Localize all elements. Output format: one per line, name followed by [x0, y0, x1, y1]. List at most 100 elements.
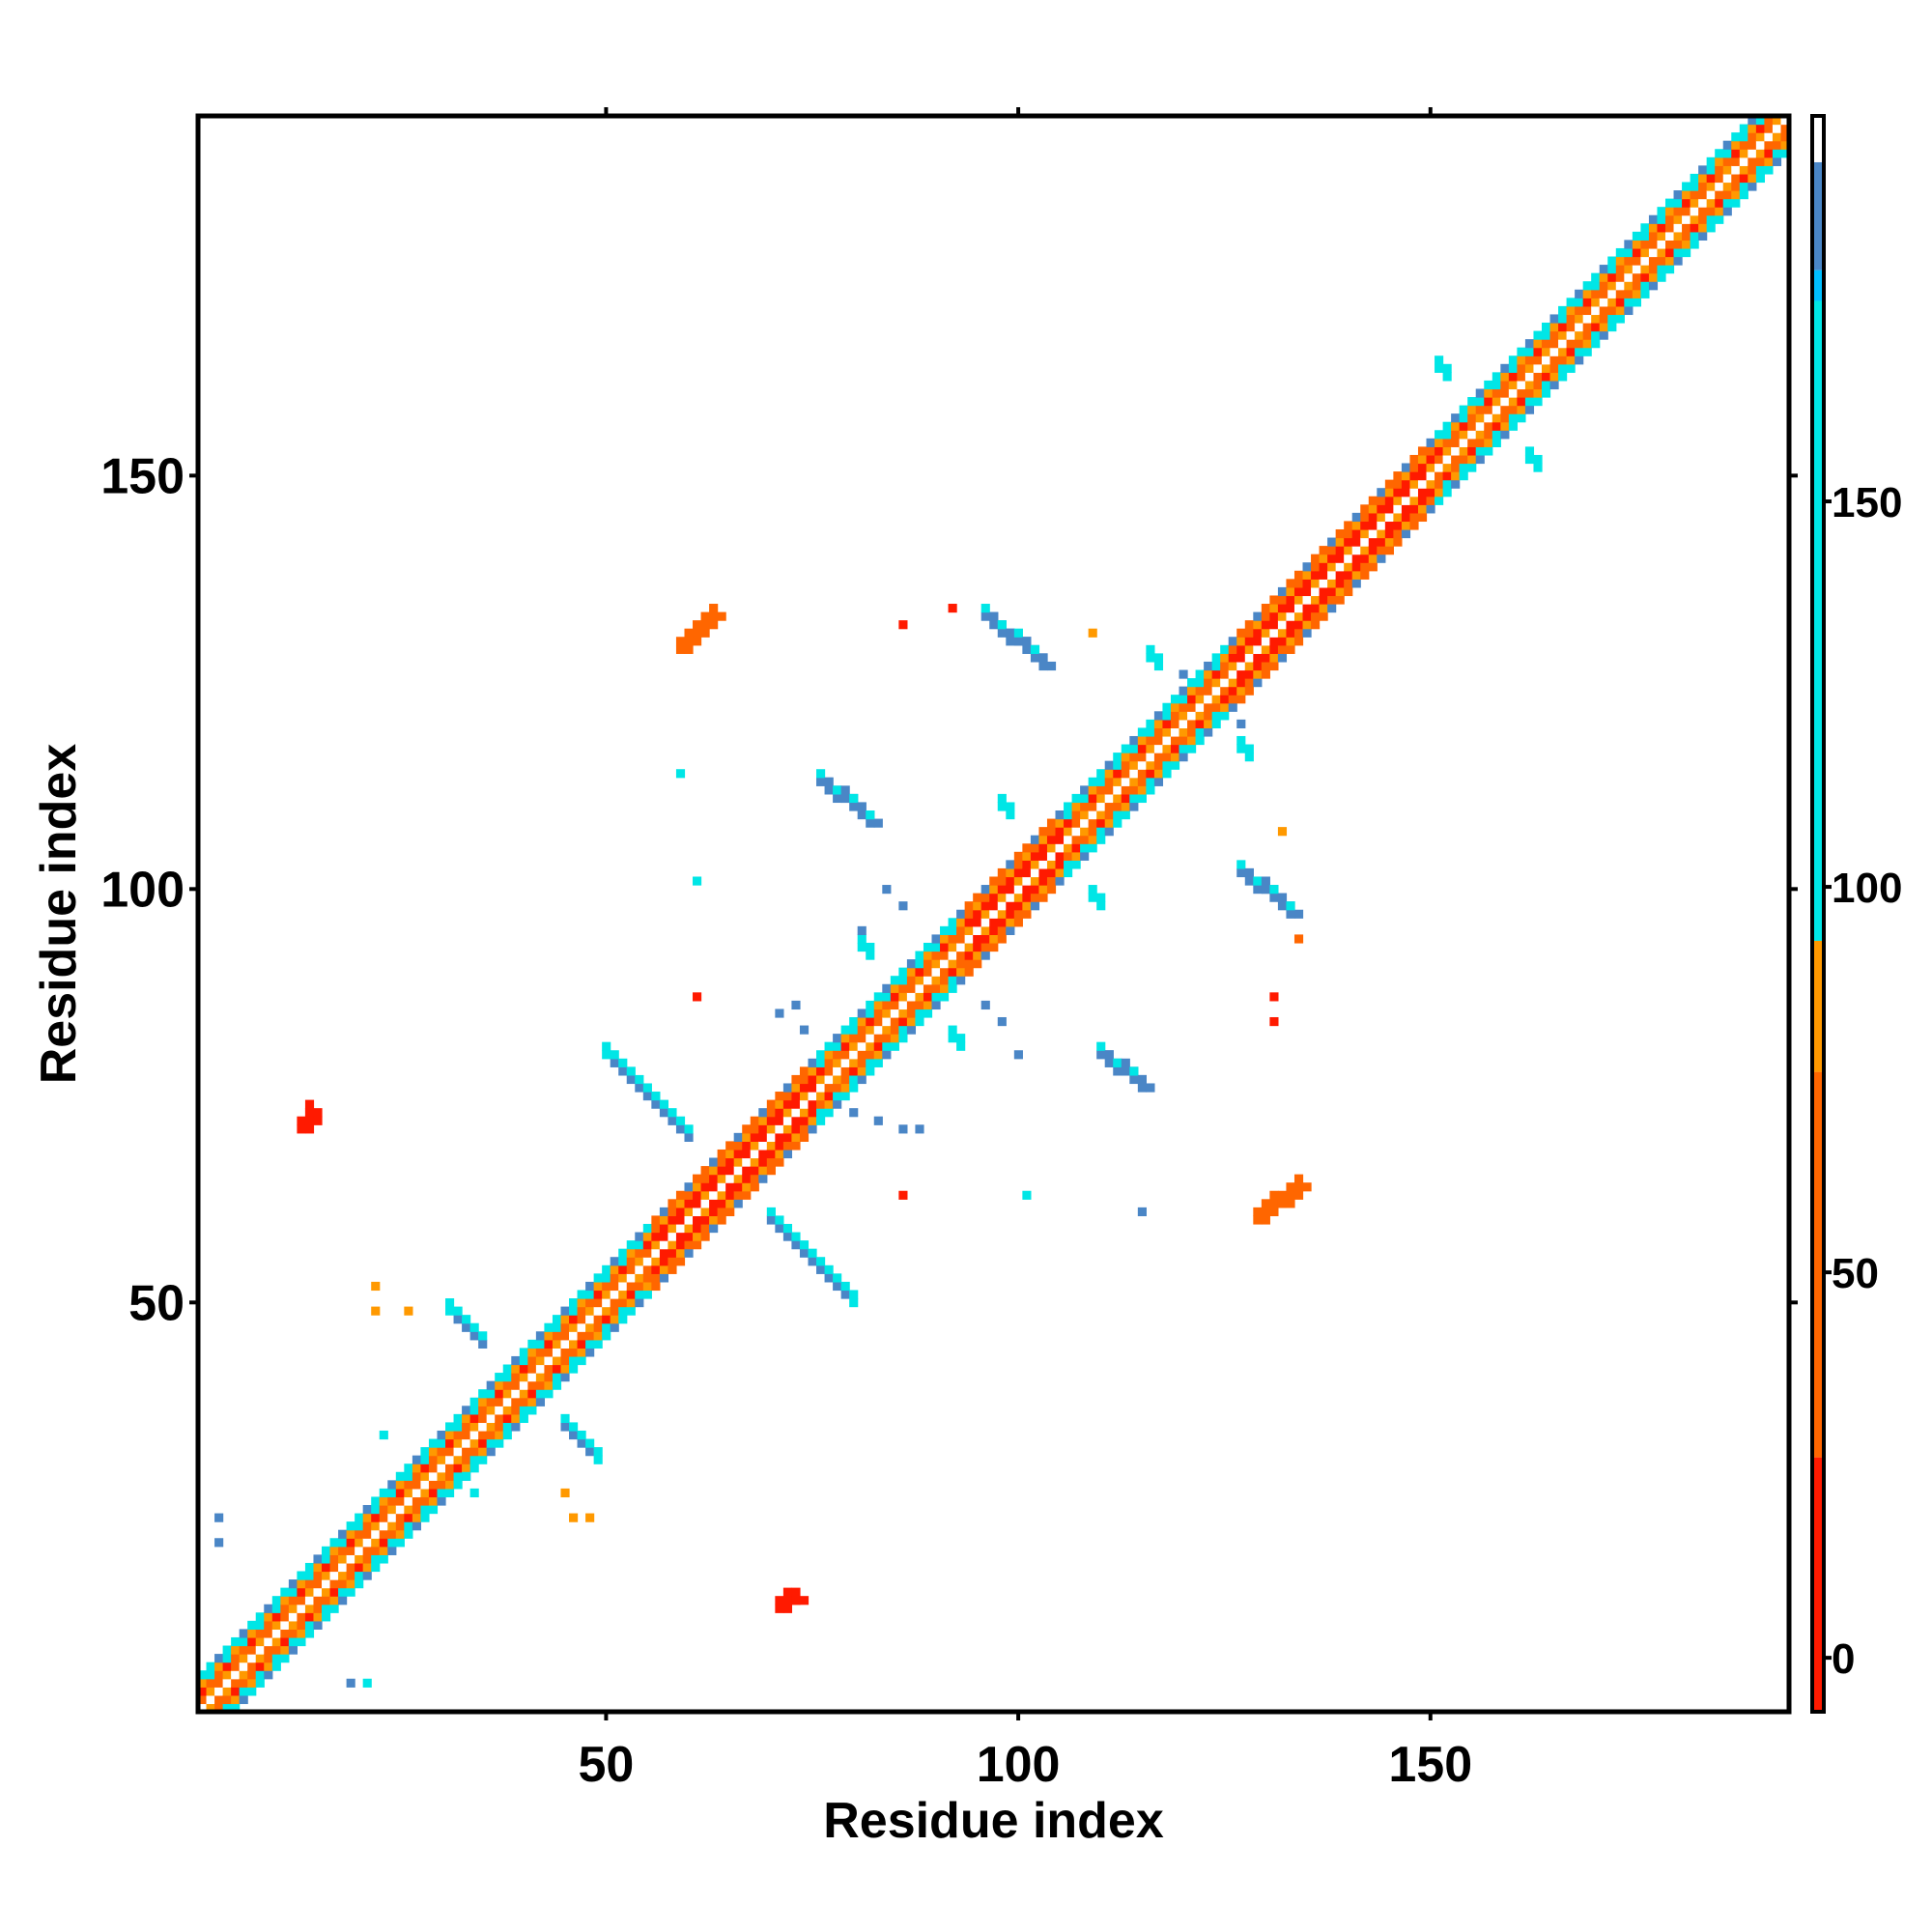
diagonal-cell: [1351, 537, 1361, 547]
diagonal-cell: [1435, 446, 1444, 456]
cross-feature-cell: [577, 1430, 586, 1440]
diagonal-cell: [255, 1629, 265, 1638]
diagonal-cell: [1179, 727, 1188, 737]
diagonal-cell: [1236, 644, 1246, 654]
diagonal-cell: [1064, 860, 1073, 869]
diagonal-cell: [758, 1174, 768, 1183]
diagonal-cell: [700, 1199, 710, 1208]
diagonal-cell: [1607, 305, 1617, 316]
diagonal-cell: [1575, 355, 1584, 365]
cross-feature-cell: [1146, 644, 1155, 654]
diagonal-cell: [1253, 669, 1263, 679]
diagonal-cell: [1153, 744, 1164, 753]
diagonal-cell: [1351, 521, 1361, 530]
contact-point: [1269, 992, 1279, 1002]
diagonal-cell: [857, 1041, 867, 1051]
diagonal-cell: [462, 1406, 471, 1415]
diagonal-cell: [1517, 397, 1526, 407]
diagonal-cell: [1549, 363, 1559, 373]
diagonal-cell: [873, 1000, 883, 1010]
diagonal-cell: [1327, 562, 1337, 572]
contact-patch-cell: [1253, 876, 1263, 886]
diagonal-cell: [1451, 454, 1461, 465]
diagonal-cell: [1690, 182, 1699, 191]
diagonal-cell: [1467, 438, 1477, 447]
diagonal-cell: [280, 1654, 290, 1663]
diagonal-cell: [1104, 793, 1114, 804]
diagonal-cell: [544, 1331, 554, 1341]
diagonal-cell: [1706, 190, 1716, 200]
diagonal-cell: [1170, 702, 1180, 712]
diagonal-cell: [355, 1579, 364, 1589]
diagonal-cell: [1170, 735, 1180, 746]
contact-point: [346, 1678, 355, 1688]
diagonal-cell: [1253, 628, 1263, 638]
diagonal-cell: [1153, 769, 1164, 779]
diagonal-cell: [1582, 330, 1592, 340]
diagonal-cell: [857, 1066, 867, 1076]
diagonal-cell: [675, 1215, 686, 1225]
diagonal-cell: [1755, 173, 1765, 184]
contact-patch-cell: [700, 620, 710, 630]
diagonal-cell: [1327, 570, 1337, 580]
contact-point: [849, 1108, 859, 1118]
diagonal-cell: [1607, 322, 1617, 332]
diagonal-cell: [1236, 686, 1246, 696]
diagonal-cell: [346, 1546, 355, 1555]
cross-feature-cell: [659, 1108, 669, 1118]
diagonal-cell: [1657, 256, 1666, 266]
diagonal-cell: [1764, 140, 1774, 150]
diagonal-cell: [1153, 735, 1164, 746]
y-tick-label: 150: [100, 448, 185, 504]
diagonal-cell: [1451, 463, 1461, 472]
diagonal-cell: [1640, 281, 1650, 291]
plot-frame: [195, 113, 1792, 1715]
cross-feature-cell: [997, 802, 1007, 811]
cross-feature-cell: [833, 1273, 842, 1283]
diagonal-cell: [742, 1141, 752, 1151]
diagonal-cell: [742, 1182, 752, 1192]
cross-feature-cell: [1442, 363, 1452, 373]
diagonal-cell: [486, 1406, 496, 1415]
diagonal-cell: [1022, 843, 1032, 853]
diagonal-cell: [1244, 644, 1254, 654]
diagonal-cell: [791, 1141, 801, 1151]
diagonal-cell: [890, 1041, 899, 1051]
diagonal-cell: [626, 1298, 636, 1308]
diagonal-cell: [1706, 198, 1716, 208]
diagonal-cell: [469, 1422, 479, 1432]
diagonal-cell: [1071, 843, 1081, 853]
diagonal-cell: [849, 1034, 859, 1043]
diagonal-cell: [1417, 446, 1428, 456]
diagonal-cell: [1368, 554, 1378, 563]
diagonal-cell: [840, 1050, 850, 1060]
diagonal-cell: [495, 1422, 504, 1432]
diagonal-cell: [840, 1025, 850, 1035]
diagonal-cell: [445, 1480, 455, 1490]
diagonal-cell: [1384, 479, 1394, 489]
diagonal-cell: [833, 1083, 842, 1093]
diagonal-cell: [733, 1166, 743, 1176]
diagonal-cell: [247, 1662, 257, 1671]
contact-patch-cell: [1286, 1190, 1295, 1200]
diagonal-cell: [717, 1215, 726, 1225]
diagonal-cell: [1541, 330, 1551, 340]
diagonal-cell: [1253, 678, 1263, 688]
diagonal-cell: [668, 1223, 677, 1234]
diagonal-cell: [1549, 355, 1559, 365]
diagonal-cell: [1046, 867, 1057, 878]
diagonal-cell: [733, 1132, 743, 1142]
diagonal-cell: [1451, 421, 1461, 431]
diagonal-cell: [569, 1315, 579, 1324]
diagonal-cell: [973, 901, 982, 911]
diagonal-cell: [198, 1703, 208, 1713]
diagonal-cell: [1524, 405, 1535, 414]
diagonal-cell: [569, 1331, 579, 1341]
diagonal-cell: [362, 1554, 372, 1564]
diagonal-cell: [1080, 785, 1090, 795]
diagonal-cell: [527, 1389, 537, 1399]
diagonal-cell: [1030, 901, 1040, 911]
diagonal-cell: [1335, 554, 1345, 563]
diagonal-cell: [709, 1182, 719, 1192]
diagonal-cell: [1558, 314, 1568, 324]
